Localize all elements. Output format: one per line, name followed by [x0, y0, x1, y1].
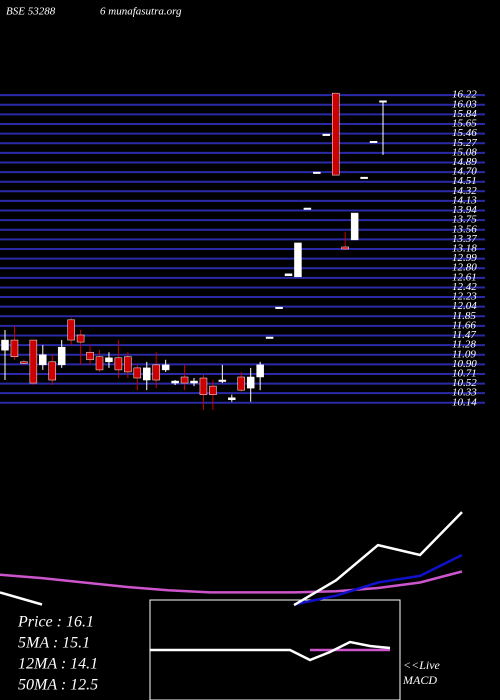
candle-body: [105, 357, 113, 363]
candle-body: [86, 351, 94, 361]
y-tick-label: 15.84: [452, 108, 477, 120]
candle-body: [360, 176, 368, 179]
y-tick-label: 16.03: [452, 98, 477, 110]
y-tick-label: 15.46: [452, 127, 477, 139]
candle-body: [57, 346, 66, 366]
y-tick-label: 10.52: [452, 377, 477, 389]
candle-body: [284, 273, 293, 277]
y-tick-label: 11.85: [452, 310, 476, 322]
candle-body: [322, 133, 331, 136]
y-tick-label: 14.70: [452, 166, 477, 178]
candle-body: [199, 377, 208, 395]
series-line: [0, 570, 463, 594]
y-tick-label: 12.42: [452, 281, 477, 293]
info-line: Price : 16.1: [17, 614, 94, 631]
y-tick-label: 16.22: [452, 89, 477, 101]
macd-label: MACD: [402, 673, 437, 687]
y-tick-label: 11.47: [452, 329, 476, 341]
candle-body: [256, 364, 264, 378]
candle-body: [246, 376, 255, 389]
y-tick-label: 12.23: [452, 291, 477, 303]
y-tick-label: 12.04: [452, 300, 477, 312]
y-tick-label: 14.51: [452, 175, 477, 187]
candle-body: [171, 380, 179, 384]
y-tick-label: 15.08: [452, 146, 477, 158]
header-right: 6 munafasutra.org: [100, 6, 182, 18]
y-tick-label: 10.71: [452, 367, 477, 379]
candle-body: [10, 339, 19, 358]
candle-body: [67, 319, 75, 341]
candle-body: [124, 356, 132, 373]
candle-body: [1, 339, 9, 351]
candle-body: [341, 246, 349, 250]
y-tick-label: 12.99: [452, 252, 477, 264]
candle-body: [190, 380, 198, 384]
series-line: [150, 640, 391, 662]
y-tick-label: 13.94: [452, 204, 477, 216]
candle-body: [275, 306, 283, 309]
candle-body: [303, 207, 312, 210]
y-tick-label: 11.28: [452, 339, 476, 351]
candle-body: [161, 364, 170, 371]
y-tick-label: 10.33: [452, 387, 477, 399]
candle-body: [332, 92, 340, 176]
y-tick-label: 13.18: [452, 243, 477, 255]
y-tick-label: 13.37: [452, 233, 477, 245]
candle-body: [294, 242, 302, 278]
header-left: BSE 53288: [6, 6, 56, 18]
candle-body: [152, 364, 160, 381]
candle-body: [133, 367, 142, 379]
candle-body: [237, 376, 245, 391]
candle-body: [95, 356, 104, 371]
candle-body: [313, 171, 321, 174]
candle-body: [369, 140, 378, 143]
y-tick-label: 14.13: [452, 194, 477, 206]
candle-body: [39, 354, 47, 366]
live-label: <<Live: [403, 658, 441, 672]
candle-body: [143, 367, 151, 381]
info-line: 50MA : 12.5: [18, 677, 98, 694]
y-tick-label: 14.89: [452, 156, 477, 168]
candle-body: [20, 361, 28, 364]
y-tick-label: 13.75: [452, 214, 477, 226]
candle-body: [48, 361, 56, 381]
series-line: [0, 511, 463, 607]
candle-body: [379, 100, 387, 103]
candle-body: [218, 379, 227, 382]
candle-body: [350, 212, 359, 241]
y-tick-label: 15.65: [452, 118, 477, 130]
candle-body: [76, 334, 85, 343]
y-tick-label: 15.27: [452, 137, 477, 149]
y-tick-label: 10.90: [452, 358, 477, 370]
y-tick-label: 12.80: [452, 262, 477, 274]
y-tick-label: 14.32: [452, 185, 477, 197]
y-tick-label: 11.66: [452, 319, 476, 331]
candle-body: [114, 357, 123, 371]
series-line: [293, 553, 463, 606]
y-tick-label: 13.56: [452, 223, 477, 235]
candle-body: [228, 397, 236, 401]
y-tick-label: 10.14: [452, 396, 477, 408]
info-line: 12MA : 14.1: [18, 656, 98, 673]
y-tick-label: 11.09: [452, 348, 476, 360]
candle-body: [265, 336, 274, 339]
candle-body: [209, 385, 217, 395]
info-line: 5MA : 15.1: [18, 635, 90, 652]
candle-body: [180, 376, 189, 384]
y-tick-label: 12.61: [452, 271, 477, 283]
candle-body: [29, 339, 38, 384]
